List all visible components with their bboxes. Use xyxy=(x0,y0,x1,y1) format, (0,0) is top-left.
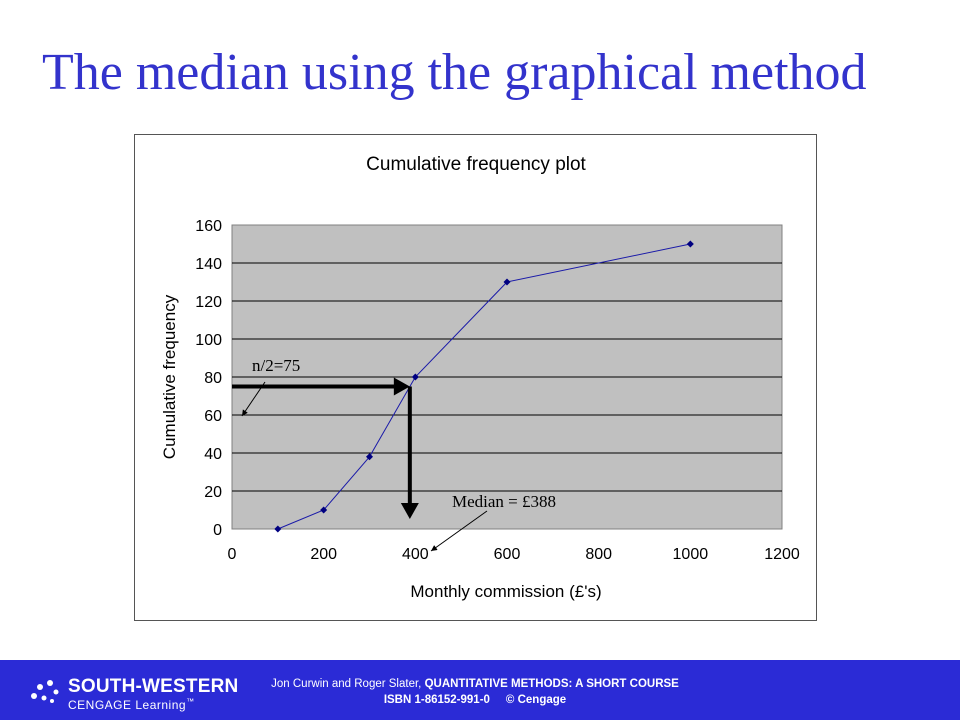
x-tick-label: 1200 xyxy=(764,546,800,563)
series-line xyxy=(277,243,691,530)
chart-frame: Cumulative frequency plot 0 20 40 60 80 100 12… xyxy=(134,134,817,621)
y-tick-labels: 0 20 40 60 80 100 120 140 160 xyxy=(195,218,222,539)
logo-wordmark: SOUTH-WESTERN xyxy=(68,676,239,697)
data-point xyxy=(411,373,419,381)
y-tick-label: 100 xyxy=(195,332,222,349)
half-n-pointer xyxy=(241,381,266,417)
y-tick-label: 0 xyxy=(213,522,222,539)
y-tick-label: 40 xyxy=(204,446,222,463)
x-axis-label: Monthly commission (£'s) xyxy=(410,582,601,601)
y-tick-label: 140 xyxy=(195,256,222,273)
x-tick-label: 800 xyxy=(585,546,612,563)
y-tick-label: 80 xyxy=(204,370,222,387)
x-tick-labels: 0 200 400 600 800 1000 1200 xyxy=(228,546,800,563)
chart-title: Cumulative frequency plot xyxy=(366,154,586,175)
citation-book-title: QUANTITATIVE METHODS: A SHORT COURSE xyxy=(424,678,679,690)
data-point xyxy=(686,240,694,248)
citation-copyright: © Cengage xyxy=(505,694,567,706)
y-tick-label: 160 xyxy=(195,218,222,235)
data-point xyxy=(320,506,328,514)
y-axis-label: Cumulative frequency xyxy=(160,294,179,459)
slide-title: The median using the graphical method xyxy=(42,44,867,101)
x-tick-label: 400 xyxy=(402,546,429,563)
citation-isbn: ISBN 1-86152-991-0 xyxy=(383,694,490,706)
footer-bar xyxy=(0,660,960,720)
y-tick-label: 120 xyxy=(195,294,222,311)
x-tick-label: 200 xyxy=(310,546,337,563)
cumulative-frequency-chart: Cumulative frequency plot 0 20 40 60 80 100 12… xyxy=(160,154,800,601)
series-layer xyxy=(274,240,694,533)
cengage-logo-icon xyxy=(31,680,59,703)
x-tick-label: 0 xyxy=(228,546,237,563)
median-arrowhead xyxy=(400,503,419,519)
x-tick-label: 1000 xyxy=(673,546,709,563)
data-point xyxy=(366,453,373,461)
half-n-arrowhead xyxy=(393,377,410,396)
data-point xyxy=(503,278,511,286)
half-n-label: n/2=75 xyxy=(252,356,300,375)
grid-lines xyxy=(232,262,782,492)
y-tick-label: 60 xyxy=(204,408,222,425)
annotation-layer xyxy=(232,377,488,552)
citation-authors: Jon Curwin and Roger Slater, xyxy=(271,678,425,690)
median-pointer xyxy=(430,510,488,552)
book-citation: Jon Curwin and Roger Slater, QUANTITATIV… xyxy=(230,676,720,708)
x-tick-label: 600 xyxy=(494,546,521,563)
data-point xyxy=(274,525,282,533)
median-label: Median = £388 xyxy=(452,492,556,511)
logo-subtitle: CENGAGE Learning™ xyxy=(68,697,195,712)
y-tick-label: 20 xyxy=(204,484,222,501)
